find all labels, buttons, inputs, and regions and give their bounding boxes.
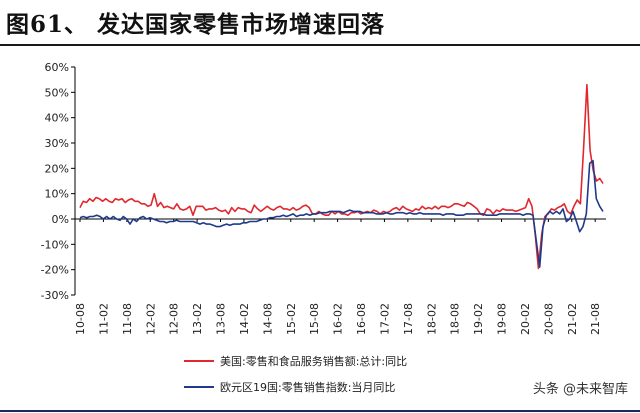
x-tick-label: 20-02 xyxy=(519,303,532,335)
x-tick-label: 11-08 xyxy=(121,303,134,335)
y-tick-label: 50% xyxy=(45,86,69,99)
y-tick-label: -10% xyxy=(41,238,69,251)
x-tick-label: 11-02 xyxy=(97,303,110,335)
series-line-us-retail xyxy=(79,83,604,270)
x-tick-label: 18-02 xyxy=(425,303,438,335)
x-tick-label: 10-08 xyxy=(74,303,87,335)
legend-label: 美国:零售和食品服务销售额:总计:同比 xyxy=(220,354,407,368)
y-tick-label: 60% xyxy=(45,61,69,74)
y-axis: 60% 50% 40% 30% 20% 10% 0% -10% -20% -30% xyxy=(41,61,76,302)
y-tick-label: -30% xyxy=(41,289,69,302)
x-tick-label: 18-08 xyxy=(449,303,462,335)
y-tick-label: 0% xyxy=(52,213,69,226)
x-tick-label: 14-08 xyxy=(261,303,274,335)
x-tick-label: 13-08 xyxy=(215,303,228,335)
x-axis: 10-08 11-02 11-08 12-02 12-08 13-02 13-08 14-02… xyxy=(74,218,606,335)
watermark: 头条 @未来智库 xyxy=(532,382,628,397)
figure-title: 图61、 发达国家零售市场增速回落 xyxy=(6,11,386,38)
x-tick-label: 17-02 xyxy=(378,303,391,335)
title-rule xyxy=(0,44,640,46)
x-tick-label: 16-08 xyxy=(355,303,368,335)
legend-label: 欧元区19国:零售销售指数:当月同比 xyxy=(220,380,395,394)
x-tick-label: 20-08 xyxy=(542,303,555,335)
line-chart: 60% 50% 40% 30% 20% 10% 0% -10% -20% -30% 10-08 11… xyxy=(41,61,606,394)
y-tick-label: 10% xyxy=(45,188,69,201)
x-tick-label: 21-02 xyxy=(566,303,579,335)
x-tick-label: 15-08 xyxy=(308,303,321,335)
x-tick-label: 13-02 xyxy=(191,303,204,335)
x-tick-label: 15-02 xyxy=(285,303,298,335)
series-lines xyxy=(79,83,604,270)
y-tick-label: 40% xyxy=(45,112,69,125)
y-tick-label: -20% xyxy=(41,264,69,277)
x-tick-label: 19-08 xyxy=(496,303,509,335)
series-line-eurozone-retail xyxy=(79,159,604,268)
x-tick-label: 21-08 xyxy=(589,303,602,335)
y-tick-label: 30% xyxy=(45,137,69,150)
x-tick-label: 14-02 xyxy=(238,303,251,335)
x-tick-label: 16-02 xyxy=(332,303,345,335)
x-tick-label: 17-08 xyxy=(402,303,415,335)
figure-title-bar: 图61、 发达国家零售市场增速回落 xyxy=(0,0,640,44)
x-tick-label: 12-02 xyxy=(144,303,157,335)
bottom-rule xyxy=(0,410,640,412)
x-tick-label: 12-08 xyxy=(168,303,181,335)
x-tick-label: 19-02 xyxy=(472,303,485,335)
y-tick-label: 20% xyxy=(45,162,69,175)
